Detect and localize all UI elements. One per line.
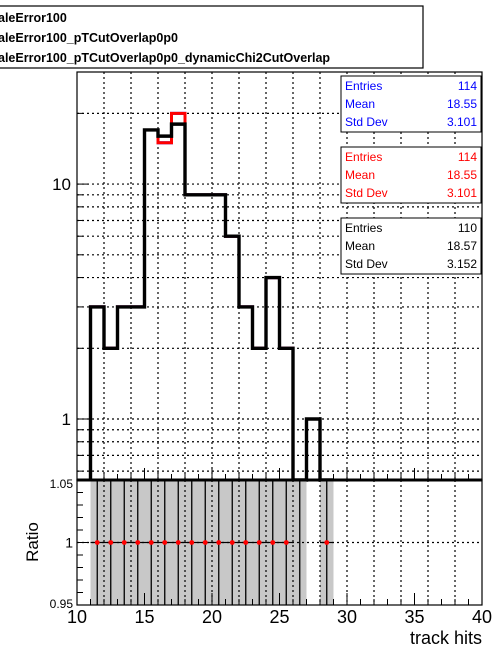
stats-value: 3.152 <box>447 257 477 271</box>
ratio-point <box>324 540 330 545</box>
ratio-x-ticks: 10 15 20 25 30 35 40 <box>67 593 492 627</box>
ratio-point <box>108 540 114 545</box>
top-histograms <box>88 111 334 482</box>
stats-box <box>340 146 482 204</box>
stats-boxes: Entries 114 Mean 18.55 Std Dev 3.101 Entries 11… <box>340 75 482 275</box>
stats-label: Std Dev <box>345 115 388 129</box>
ratio-point <box>135 540 141 545</box>
x-tick-label: 40 <box>472 607 492 627</box>
histogram-series <box>88 122 334 482</box>
ratio-point <box>243 540 249 545</box>
ratio-y-axis-label: Ratio <box>23 522 42 562</box>
stats-value: 3.101 <box>447 115 477 129</box>
ratio-y-tick-label: 0.95 <box>50 597 74 611</box>
stats-box <box>340 75 482 133</box>
ratio-grid <box>77 480 482 605</box>
ratio-point <box>121 540 127 545</box>
stats-label: Mean <box>345 239 375 253</box>
ratio-error-band <box>90 480 334 605</box>
y-tick-label: 10 <box>52 175 71 194</box>
x-tick-label: 10 <box>67 607 87 627</box>
y-tick-label: 1 <box>62 410 71 429</box>
legend-entry: aleError100 <box>0 11 67 25</box>
ratio-point <box>256 540 262 545</box>
stats-value: 18.57 <box>447 239 477 253</box>
x-tick-label: 15 <box>134 607 154 627</box>
stats-value: 110 <box>458 221 477 235</box>
ratio-point <box>162 540 168 545</box>
ratio-point <box>94 540 100 545</box>
stats-value: 18.55 <box>447 97 477 111</box>
ratio-point <box>202 540 208 545</box>
x-tick-label: 20 <box>202 607 222 627</box>
ratio-point <box>270 540 276 545</box>
top-x-ticks <box>76 468 483 480</box>
ratio-point <box>148 540 154 545</box>
x-tick-label: 35 <box>404 607 424 627</box>
legend: aleError100 aleError100_pTCutOverlap0p0 … <box>0 5 424 69</box>
stats-label: Mean <box>345 168 375 182</box>
stats-label: Std Dev <box>345 257 388 271</box>
stats-value: 18.55 <box>447 168 477 182</box>
ratio-point <box>283 540 289 545</box>
ratio-point <box>229 540 235 545</box>
stats-value: 114 <box>458 150 477 164</box>
ratio-point <box>175 540 181 545</box>
x-tick-label: 25 <box>269 607 289 627</box>
stats-label: Entries <box>345 79 382 93</box>
ratio-y-tick-label: 1.05 <box>50 477 74 491</box>
stats-label: Std Dev <box>345 186 388 200</box>
stats-value: 3.101 <box>447 186 477 200</box>
stats-box <box>340 217 482 275</box>
x-axis-label: track hits <box>410 628 482 648</box>
legend-entry: aleError100_pTCutOverlap0p0_dynamicChi2C… <box>0 51 330 65</box>
ratio-y-ticks: 0.95 1 1.05 <box>50 477 89 611</box>
stats-value: 114 <box>458 79 477 93</box>
stats-label: Entries <box>345 221 382 235</box>
ratio-point <box>216 540 222 545</box>
stats-label: Entries <box>345 150 382 164</box>
top-y-ticks: 1 10 <box>52 112 89 472</box>
ratio-points <box>90 540 334 545</box>
stats-label: Mean <box>345 97 375 111</box>
ratio-y-tick-label: 1 <box>65 535 73 551</box>
x-tick-label: 30 <box>337 607 357 627</box>
legend-entry: aleError100_pTCutOverlap0p0 <box>0 31 178 45</box>
ratio-point <box>189 540 195 545</box>
